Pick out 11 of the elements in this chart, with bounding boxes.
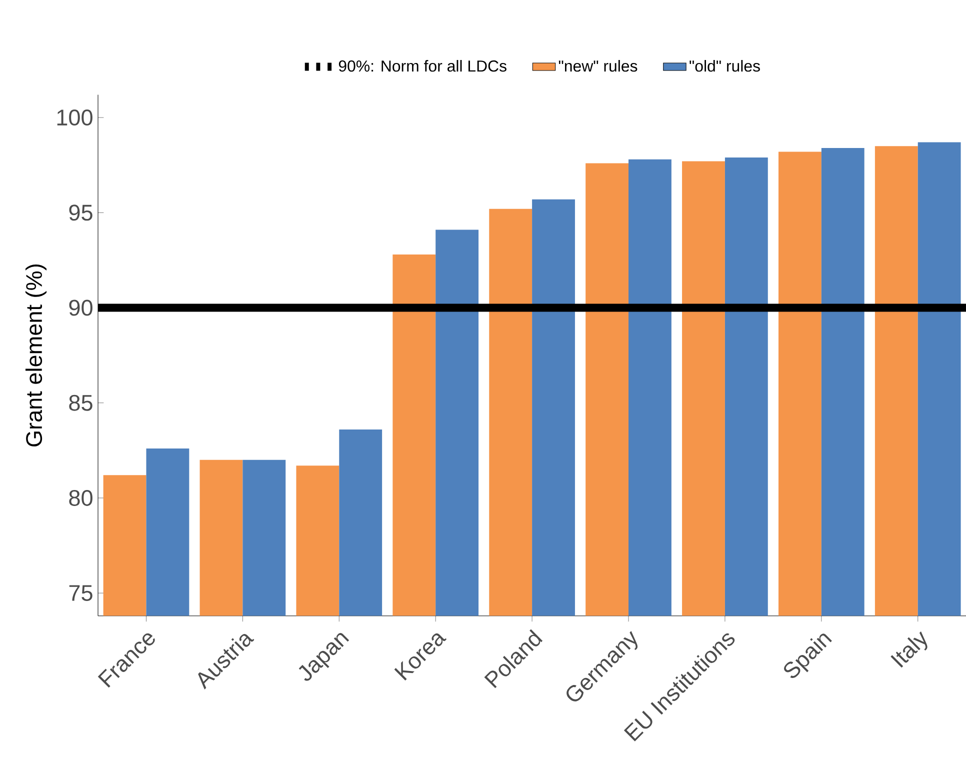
y-tick-label: 80	[69, 490, 92, 506]
x-tick-label: Italy	[890, 631, 928, 668]
legend-label: "new" rules	[558, 60, 638, 72]
y-tick-label: 95	[69, 204, 92, 221]
y-tick-label: 85	[69, 394, 92, 411]
y-axis-title: Grant element (%)	[25, 264, 47, 446]
legend-label: "old" rules	[690, 60, 760, 72]
legend-label: 90%: Norm for all LDCs	[338, 60, 506, 72]
y-tick-label: 90	[69, 300, 92, 316]
y-tick-label: 100	[57, 110, 92, 126]
y-tick-label: 75	[69, 585, 92, 602]
